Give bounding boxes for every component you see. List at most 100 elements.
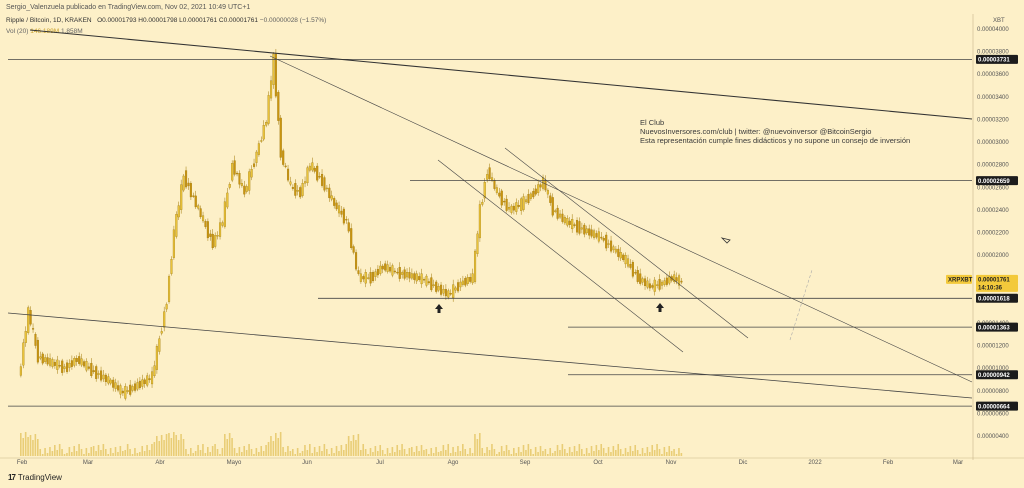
time-tick-label: Mayo [227,460,242,466]
volume-bar [627,452,629,456]
volume-bar [493,449,496,456]
candle [233,160,236,175]
volume-bar [381,450,384,456]
price-label-text: 14:10:36 [978,286,1003,292]
symbol-name[interactable]: Ripple / Bitcoin, 1D, KRAKEN [6,17,92,24]
volume-bar [658,449,661,456]
volume-bar [177,440,180,456]
candle [529,193,532,199]
volume-bar [362,444,365,456]
volume-bar [190,448,192,456]
candle [439,284,443,295]
candle [112,379,115,388]
candle [597,231,600,242]
volume-bar [462,444,464,456]
volume-bar [600,444,603,456]
candle [624,255,627,265]
candle [272,53,275,85]
price-label-text: 0.00000942 [978,373,1010,379]
volume-bar [175,435,178,456]
candle [58,365,61,367]
volume-bar [474,434,476,456]
price-label-text: 0.00003731 [978,58,1010,64]
annotation-line-2: NuevosInversores.com/club | twitter: @nu… [640,127,872,136]
candle [641,278,644,283]
volume-bar [97,445,100,456]
volume-bar [289,451,292,456]
volume-bar [105,449,107,456]
candle [403,269,406,279]
candle [318,176,321,178]
volume-bar [428,454,430,456]
channel-upper-line [504,147,749,339]
price-tick-label: 0.00004000 [977,27,1009,33]
volume-bar [255,448,258,456]
volume-bar [311,453,314,456]
candle [362,276,365,280]
low-value: L0.00001761 [179,17,218,24]
tradingview-brand[interactable]: TradingView [17,473,62,482]
volume-bar [284,452,287,456]
price-tick-label: 0.00003200 [977,117,1009,123]
candle [578,221,581,234]
candle [503,200,506,203]
candle [556,207,559,219]
candle [323,177,326,191]
candle [78,356,81,364]
volume-bar [34,434,37,456]
candle [469,277,472,282]
time-tick-label: Abr [155,460,164,466]
price-label-text: 0.00001363 [978,325,1010,331]
candle [204,221,207,227]
candle [206,221,209,239]
candle [146,375,149,386]
candle [381,265,384,270]
volume-bar [505,445,508,456]
price-label-text: 0.00002659 [978,179,1010,185]
volume-bar [483,453,486,456]
volume-bar [374,446,377,456]
candle [517,204,520,207]
volume-label[interactable]: Vol (20) [6,28,29,35]
candle [648,283,651,289]
candle [622,254,625,261]
volume-bar [168,433,170,456]
volume-bar [605,453,607,456]
volume-bar [83,454,85,456]
volume-bar [46,453,49,456]
volume-bar [134,448,136,456]
candle [301,183,304,196]
volume-bar [139,452,141,456]
candle [39,356,42,359]
volume-bar [639,454,641,456]
tradingview-logo-icon[interactable]: 17 [8,473,16,482]
price-tick-label: 0.00003600 [977,72,1009,78]
volume-bar [61,449,63,456]
candle [563,216,566,224]
volume-bar [403,449,406,456]
candle [138,380,141,389]
volume-bar [386,448,389,456]
candle [673,274,676,282]
volume-bar [653,450,656,456]
candle [663,280,666,285]
candle [248,171,251,191]
price-tick-label: 0.00001200 [977,344,1009,350]
volume-bar [129,449,131,456]
candle [286,168,290,181]
volume-bar [262,451,265,456]
volume-bar [398,450,401,456]
candle [107,376,110,384]
candle [643,278,647,287]
candle [629,264,632,268]
candle [592,230,596,238]
candle [99,370,103,381]
volume-bar [590,446,593,456]
candle [289,181,292,185]
time-tick-label: Jul [376,460,384,466]
volume-bar [323,444,326,456]
candle [87,366,90,369]
candle [279,117,282,158]
volume-bar [649,452,651,456]
